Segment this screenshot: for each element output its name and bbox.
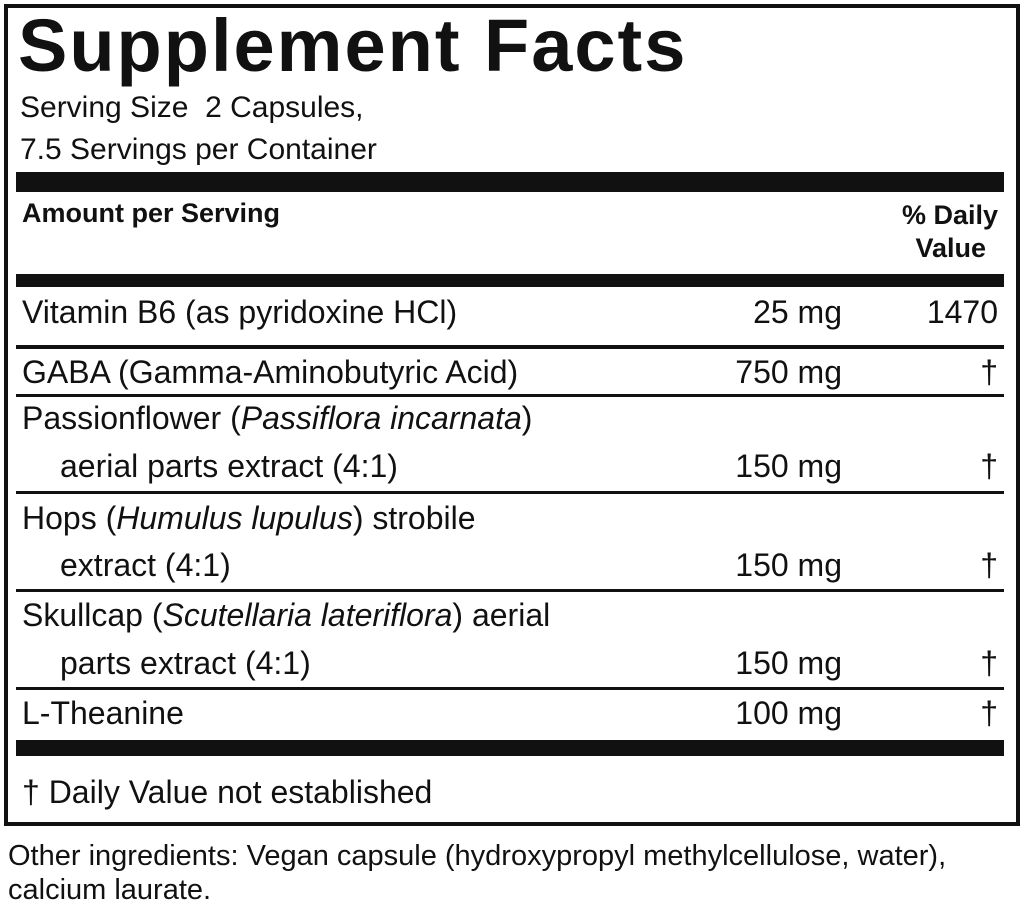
title: Supplement Facts [18,4,688,87]
thick-divider [16,740,1004,756]
ingredient-detail: aerial parts extract (4:1) [60,448,398,484]
label-box [4,4,1020,826]
ingredient-name: Hops (Humulus lupulus) strobile [22,500,476,536]
daily-value: † [980,354,998,390]
row-divider [16,491,1004,494]
row-divider [16,345,1004,349]
amount: 25 mg [753,294,842,330]
ingredient-name-part: L-Theanine [22,695,184,731]
latin-name: Scutellaria lateriflora [162,597,453,633]
ingredient-name-part: ) [521,400,533,436]
amount: 150 mg [735,547,842,583]
ingredient-name-part: Skullcap ( [22,597,163,633]
ingredient-name-part: Passionflower ( [22,400,241,436]
thick-divider [16,274,1004,287]
ingredient-detail: extract (4:1) [60,547,231,583]
amount: 150 mg [735,645,842,681]
ingredient-name-part: Vitamin B6 (as pyridoxine HCl) [22,294,458,330]
ingredient-name-part: Hops ( [22,500,117,536]
ingredient-detail: parts extract (4:1) [60,645,311,681]
daily-value: 1470 [926,294,998,330]
ingredient-name: GABA (Gamma-Aminobutyric Acid) [22,354,518,390]
ingredient-name: Vitamin B6 (as pyridoxine HCl) [22,294,457,330]
amount: 750 mg [735,354,842,390]
daily-value-header: Value [915,233,986,263]
amount: 100 mg [735,695,842,731]
ingredient-name-part: ) strobile [352,500,476,536]
latin-name: Humulus lupulus [116,500,353,536]
amount-header: Amount per Serving [22,198,281,228]
other-ingredients: Other ingredients: Vegan capsule (hydrox… [8,840,947,872]
row-divider [16,589,1004,592]
daily-value: † [980,547,998,583]
ingredient-name: L-Theanine [22,695,184,731]
ingredient-name-part: ) aerial [452,597,551,633]
ingredient-name: Skullcap (Scutellaria lateriflora) aeria… [22,597,550,633]
ingredient-name-part: GABA (Gamma-Aminobutyric Acid) [22,354,519,390]
footnote: † Daily Value not established [22,774,433,810]
daily-value-header: % Daily [901,200,998,230]
daily-value: † [980,695,998,731]
row-divider [16,687,1004,690]
ingredient-name: Passionflower (Passiflora incarnata) [22,400,532,436]
amount: 150 mg [735,448,842,484]
daily-value: † [980,645,998,681]
daily-value: † [980,448,998,484]
servings-per-container: 7.5 Servings per Container [20,133,377,166]
latin-name: Passiflora incarnata [240,400,522,436]
other-ingredients: calcium laurate. [8,874,212,906]
serving-size: Serving Size 2 Capsules, [20,91,364,124]
row-divider [16,394,1004,397]
thick-divider [16,172,1004,192]
